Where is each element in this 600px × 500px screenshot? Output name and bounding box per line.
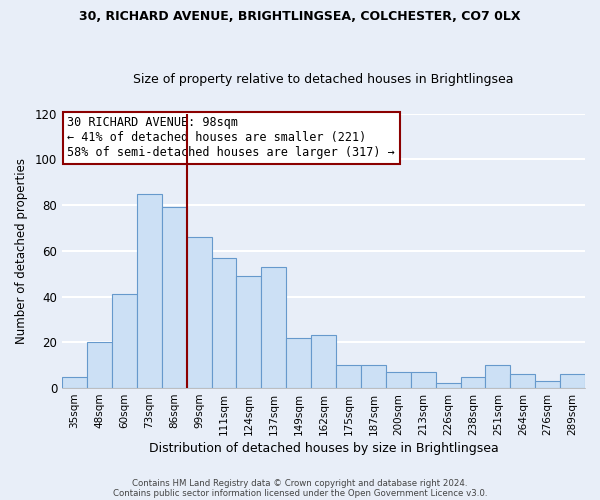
Bar [137, 194, 162, 388]
Bar [262, 267, 286, 388]
Bar [461, 376, 485, 388]
Bar [336, 365, 361, 388]
Bar [62, 376, 87, 388]
Bar [361, 365, 386, 388]
Text: Contains public sector information licensed under the Open Government Licence v3: Contains public sector information licen… [113, 488, 487, 498]
Bar [560, 374, 585, 388]
Text: 30, RICHARD AVENUE, BRIGHTLINGSEA, COLCHESTER, CO7 0LX: 30, RICHARD AVENUE, BRIGHTLINGSEA, COLCH… [79, 10, 521, 23]
X-axis label: Distribution of detached houses by size in Brightlingsea: Distribution of detached houses by size … [149, 442, 499, 455]
Bar [236, 276, 262, 388]
Text: Contains HM Land Registry data © Crown copyright and database right 2024.: Contains HM Land Registry data © Crown c… [132, 478, 468, 488]
Bar [112, 294, 137, 388]
Title: Size of property relative to detached houses in Brightlingsea: Size of property relative to detached ho… [133, 73, 514, 86]
Bar [212, 258, 236, 388]
Bar [511, 374, 535, 388]
Bar [436, 384, 461, 388]
Bar [286, 338, 311, 388]
Bar [485, 365, 511, 388]
Bar [386, 372, 411, 388]
Bar [162, 208, 187, 388]
Bar [187, 237, 212, 388]
Bar [535, 381, 560, 388]
Bar [411, 372, 436, 388]
Y-axis label: Number of detached properties: Number of detached properties [15, 158, 28, 344]
Text: 30 RICHARD AVENUE: 98sqm
← 41% of detached houses are smaller (221)
58% of semi-: 30 RICHARD AVENUE: 98sqm ← 41% of detach… [67, 116, 395, 160]
Bar [311, 336, 336, 388]
Bar [87, 342, 112, 388]
